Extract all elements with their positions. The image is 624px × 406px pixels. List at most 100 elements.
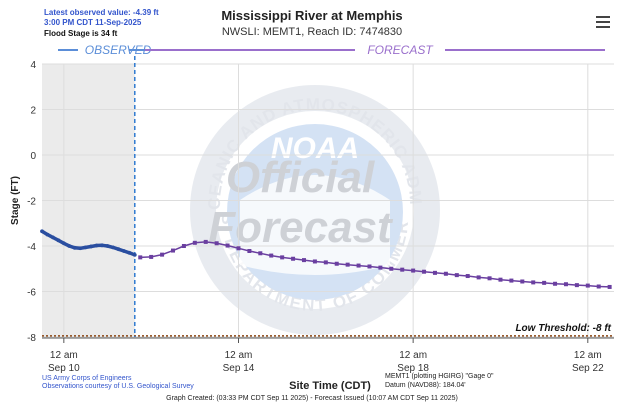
forecast-point: [170, 248, 175, 253]
x-tick-label: Sep 18: [397, 363, 429, 374]
forecast-point: [280, 255, 285, 260]
watermark-forecast: Forecast: [208, 203, 394, 252]
forecast-point: [465, 274, 470, 279]
flood-stage-note: Flood Stage is 34 ft: [44, 29, 118, 38]
forecast-point: [454, 273, 459, 278]
x-tick-label: 12 am: [574, 350, 602, 361]
forecast-point: [345, 262, 350, 267]
tick-labels: 4 2 0 -2 -4 -6 -8 12 am Sep 10 12 am Sep 14 12 am Se…: [10, 60, 604, 392]
observed-point: [94, 243, 99, 248]
observed-point: [67, 244, 72, 248]
observed-point: [72, 245, 77, 250]
legend: OBSERVED FORECAST: [58, 43, 605, 57]
forecast-point: [432, 270, 437, 275]
forecast-point: [203, 239, 208, 244]
forecast-point: [192, 240, 197, 245]
y-tick-label: -2: [27, 197, 36, 208]
forecast-point: [378, 265, 383, 270]
forecast-point: [258, 251, 263, 256]
forecast-point: [301, 258, 306, 263]
forecast-point: [291, 256, 296, 261]
forecast-point: [181, 244, 186, 248]
y-tick-label: 2: [30, 106, 36, 117]
observed-point: [132, 252, 137, 257]
forecast-point: [236, 246, 241, 251]
forecast-point: [367, 264, 372, 269]
forecast-point: [574, 283, 579, 288]
forecast-point: [585, 283, 590, 288]
chart-subtitle: NWSLI: MEMT1, Reach ID: 7474830: [221, 26, 403, 38]
observed-point: [56, 238, 61, 243]
observed-point: [83, 245, 88, 250]
seal-logo-text: NOAA: [271, 132, 359, 165]
x-tick-label: 12 am: [50, 350, 78, 361]
forecast-point: [334, 261, 339, 266]
graph-created: Graph Created: (03:33 PM CDT Sep 11 2025…: [166, 395, 458, 402]
observed-point: [105, 244, 110, 248]
grid: [42, 63, 614, 338]
x-tick-label: Sep 10: [48, 363, 80, 374]
observed-point: [45, 232, 50, 237]
forecast-point: [214, 241, 219, 246]
forecast-point: [520, 279, 525, 284]
page-title: Mississippi River at Memphis: [221, 8, 403, 23]
watermark-official: Official: [226, 153, 375, 202]
forecast-point: [531, 280, 536, 285]
x-tick-label: 12 am: [399, 350, 427, 361]
latest-observed-value: Latest observed value: -4.39 ft: [44, 8, 159, 17]
x-tick-label: Sep 14: [223, 363, 255, 374]
y-tick-label: -4: [27, 242, 36, 253]
axes: [42, 337, 614, 343]
forecast-point: [443, 271, 448, 276]
observed-point: [111, 245, 115, 250]
observed-point: [127, 250, 132, 255]
forecast-legend-label: FORECAST: [367, 43, 434, 57]
forecast-point: [312, 259, 317, 264]
observed-point: [40, 229, 44, 234]
x-tick-label: 12 am: [225, 350, 253, 361]
y-tick-label: -8: [27, 333, 36, 344]
observed-point: [100, 243, 104, 248]
hamburger-menu-icon[interactable]: [596, 16, 610, 30]
forecast-point: [323, 260, 328, 265]
forecast-point: [411, 268, 416, 273]
forecast-point: [498, 277, 503, 282]
observed-point: [51, 235, 55, 240]
y-tick-label: 0: [30, 151, 36, 162]
forecast-point: [400, 267, 405, 272]
observed-point: [89, 244, 94, 249]
forecast-point: [247, 249, 252, 254]
latest-observed-time: 3:00 PM CDT 11-Sep-2025: [44, 18, 142, 27]
forecast-point: [607, 284, 612, 289]
forecast-point: [149, 254, 154, 259]
forecast-point: [596, 284, 601, 289]
observed-point: [78, 246, 83, 251]
forecast-point: [563, 282, 568, 287]
y-tick-label: 4: [30, 60, 36, 71]
observed-legend-label: OBSERVED: [85, 43, 152, 57]
usace-credit[interactable]: US Army Corps of Engineers: [42, 375, 132, 382]
forecast-point: [422, 269, 427, 274]
forecast-point: [389, 266, 394, 271]
x-axis-title: Site Time (CDT): [289, 380, 371, 392]
observed-point: [121, 249, 126, 253]
usgs-credit[interactable]: Observations courtesy of U.S. Geological…: [42, 383, 194, 390]
forecast-point: [542, 280, 547, 285]
series: [40, 229, 612, 289]
low-threshold: Low Threshold: -8 ft: [42, 323, 614, 337]
y-tick-label: -6: [27, 288, 36, 299]
forecast-point: [553, 281, 558, 286]
plotting-info: MEMT1 (plotting HGIRG) "Gage 0": [385, 373, 494, 380]
forecast-point: [356, 263, 361, 268]
forecast-point: [138, 255, 143, 260]
forecast-point: [509, 278, 514, 283]
forecast-point: [269, 253, 274, 258]
forecast-point: [476, 275, 481, 280]
seal-ring: [190, 85, 440, 335]
forecast-point: [225, 243, 230, 248]
observed-point: [116, 247, 121, 252]
x-tick-label: Sep 22: [572, 363, 604, 374]
y-axis-title: Stage (FT): [10, 176, 21, 225]
observed-point: [61, 241, 66, 246]
